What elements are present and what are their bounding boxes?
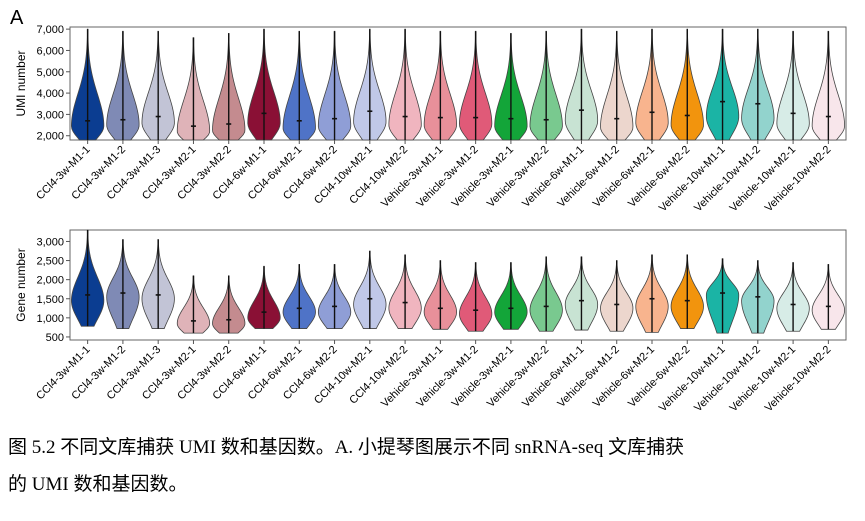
y-tick-label: 3,000 xyxy=(36,109,64,121)
figure-caption-line-1: 图 5.2 不同文库捕获 UMI 数和基因数。A. 小提琴图展示不同 snRNA… xyxy=(8,437,685,458)
y-tick-label: 1,000 xyxy=(36,313,64,325)
panel-label: A xyxy=(10,7,24,29)
x-tick-label: Vehicle-6w-M2-2 xyxy=(626,344,692,410)
x-tick-label: Vehicle-3w-M2-2 xyxy=(485,144,551,210)
y-tick-label: 2,000 xyxy=(36,275,64,287)
x-tick-label: Vehicle-3w-M1-2 xyxy=(414,344,480,410)
plot-frame xyxy=(69,229,847,341)
x-tick-label: Vehicle-6w-M2-1 xyxy=(591,344,657,410)
x-tick-label: Vehicle-3w-M1-2 xyxy=(414,144,480,210)
x-tick-label: Vehicle-3w-M1-1 xyxy=(379,344,445,410)
y-tick-label: 6,000 xyxy=(36,45,64,57)
y-tick-label: 500 xyxy=(46,332,64,344)
x-tick-label: Vehicle-10w-M1-1 xyxy=(657,344,728,415)
x-tick-label: Vehicle-6w-M1-2 xyxy=(555,344,621,410)
x-tick-label: Vehicle-10w-M2-2 xyxy=(763,344,834,415)
y-tick-label: 4,000 xyxy=(36,88,64,100)
chart-panel-1: 2,000 3,000 4,000 5,000 6,000 7,000 UMI number… xyxy=(14,24,847,215)
plot-frame xyxy=(69,26,847,141)
x-tick-label: Vehicle-10w-M1-1 xyxy=(657,144,728,215)
y-tick-label: 2,000 xyxy=(36,131,64,143)
x-tick-label: Vehicle-6w-M2-2 xyxy=(626,144,692,210)
violin-figure: A 2,000 3,000 4,000 5,000 6,000 7,000 UMI numb… xyxy=(10,7,847,415)
x-tick-label: Vehicle-10w-M2-2 xyxy=(763,144,834,215)
y-axis-label: Gene number xyxy=(14,248,28,321)
y-tick-label: 1,500 xyxy=(36,294,64,306)
x-tick-label: Vehicle-10w-M1-2 xyxy=(692,144,763,215)
x-tick-label: Vehicle-6w-M1-1 xyxy=(520,344,586,410)
x-tick-label: Vehicle-6w-M1-2 xyxy=(555,144,621,210)
x-tick-label: Vehicle-3w-M2-1 xyxy=(450,344,516,410)
y-axis-label: UMI number xyxy=(14,50,28,116)
x-tick-label: Vehicle-3w-M2-2 xyxy=(485,344,551,410)
x-tick-label: Vehicle-3w-M1-1 xyxy=(379,144,445,210)
x-tick-label: Vehicle-3w-M2-1 xyxy=(450,144,516,210)
x-tick-label: Vehicle-10w-M1-2 xyxy=(692,344,763,415)
y-tick-label: 7,000 xyxy=(36,24,64,36)
y-tick-label: 5,000 xyxy=(36,67,64,79)
x-tick-label: Vehicle-10w-M2-1 xyxy=(727,144,798,215)
x-tick-label: Vehicle-6w-M1-1 xyxy=(520,144,586,210)
y-tick-label: 2,500 xyxy=(36,256,64,268)
x-tick-label: Vehicle-10w-M2-1 xyxy=(727,344,798,415)
x-tick-label: Vehicle-6w-M2-1 xyxy=(591,144,657,210)
figure-caption-line-2: 的 UMI 数和基因数。 xyxy=(8,474,188,495)
y-tick-label: 3,000 xyxy=(36,236,64,248)
